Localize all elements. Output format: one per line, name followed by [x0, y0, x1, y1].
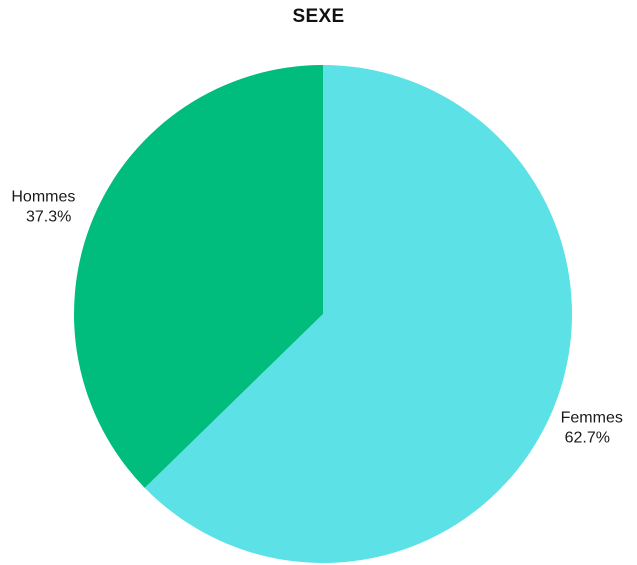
slice-category-label: Femmes [561, 410, 623, 427]
chart-title: SEXE [292, 6, 345, 27]
slice-label-hommes: Hommes 37.3% [11, 188, 75, 225]
pie-slice-hommes [73, 65, 323, 488]
slice-value-label: 62.7% [565, 430, 610, 447]
slice-category-label: Hommes [11, 188, 75, 205]
slice-value-label: 37.3% [26, 208, 71, 225]
pie-slice-femmes [144, 65, 572, 563]
slice-label-femmes: Femmes 62.7% [561, 410, 623, 447]
